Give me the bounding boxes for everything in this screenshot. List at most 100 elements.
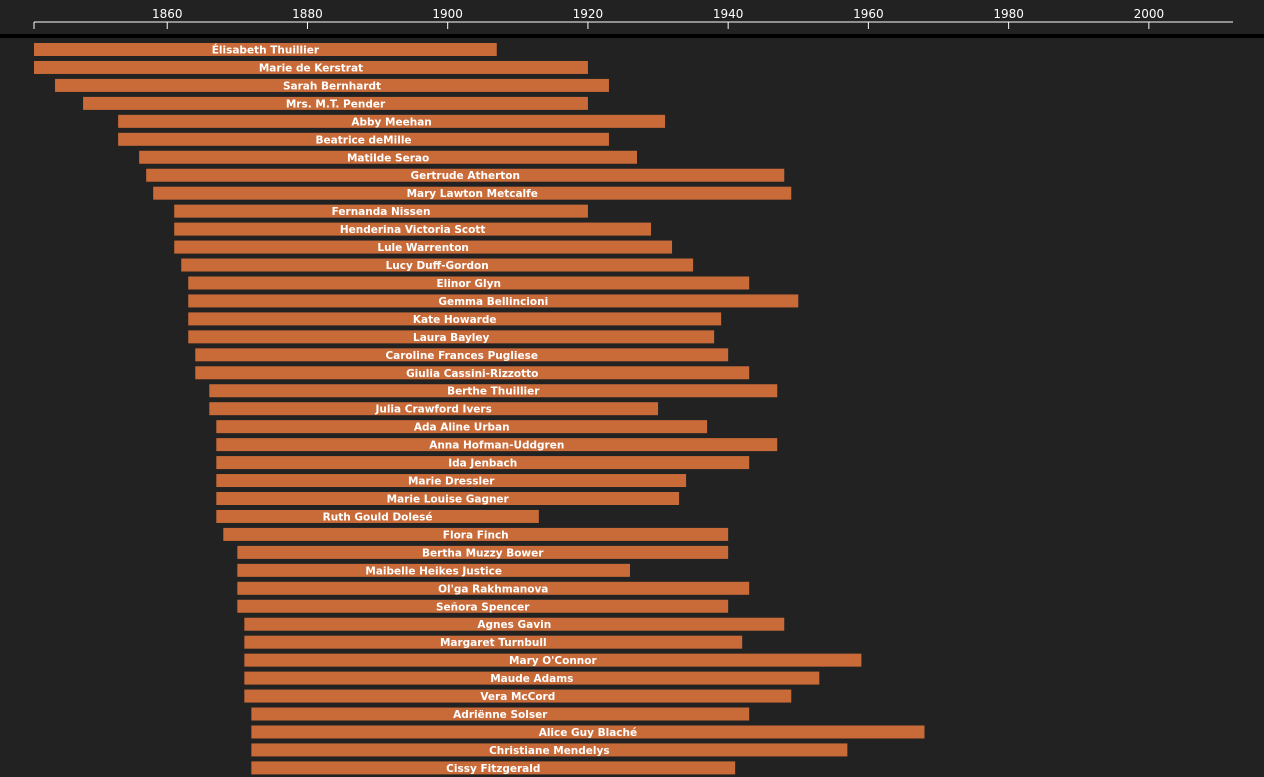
timeline-bar — [216, 420, 708, 434]
timeline-bar — [146, 168, 785, 182]
bar-label: Mary Lawton Metcalfe — [407, 188, 538, 200]
timeline-bar — [188, 294, 799, 308]
timeline-row: Ruth Gould Dolesé — [216, 509, 539, 523]
timeline-bar — [118, 132, 609, 146]
bar-label: Marie Dressler — [408, 476, 495, 488]
timeline-bar — [188, 312, 722, 326]
timeline-row: Marie Dressler — [216, 474, 687, 488]
timeline-bar — [237, 581, 750, 595]
timeline-row: Fernanda Nissen — [174, 204, 588, 218]
timeline-row: Ol'ga Rakhmanova — [237, 581, 750, 595]
bar-label: Ada Aline Urban — [414, 422, 510, 434]
bar-label: Alice Guy Blaché — [539, 727, 637, 739]
timeline-bar — [118, 114, 666, 128]
x-tick-label: 1940 — [713, 7, 744, 21]
bar-label: Ruth Gould Dolesé — [323, 511, 433, 523]
timeline-row: Christiane Mendelys — [251, 743, 848, 757]
timeline-bar — [55, 78, 609, 92]
timeline-bar — [181, 258, 694, 272]
timeline-bar — [237, 563, 630, 577]
bar-label: Elinor Glyn — [437, 278, 501, 290]
timeline-row: Ada Aline Urban — [216, 420, 708, 434]
x-tick-label: 2000 — [1134, 7, 1165, 21]
bar-label: Margaret Turnbull — [440, 637, 547, 649]
timeline-bar — [209, 402, 659, 416]
timeline-bar — [216, 509, 539, 523]
timeline-row: Cissy Fitzgerald — [251, 761, 736, 775]
bar-label: Marie Louise Gagner — [387, 494, 510, 506]
timeline-row: Maibelle Heikes Justice — [237, 563, 630, 577]
timeline-bar — [216, 474, 687, 488]
timeline-bar — [237, 599, 729, 613]
timeline-row: Caroline Frances Pugliese — [195, 348, 729, 362]
bar-label: Lule Warrenton — [377, 242, 469, 254]
timeline-bar — [174, 222, 652, 236]
timeline-bar — [83, 96, 588, 110]
x-tick-label: 1900 — [432, 7, 463, 21]
timeline-row: Beatrice deMille — [118, 132, 609, 146]
x-tick-label: 1980 — [993, 7, 1024, 21]
bar-label: Cissy Fitzgerald — [446, 763, 540, 775]
timeline-row: Abby Meehan — [118, 114, 666, 128]
bar-label: Fernanda Nissen — [332, 206, 431, 218]
bar-label: Maude Adams — [490, 673, 573, 685]
timeline-bar — [237, 545, 729, 559]
bar-label: Matilde Serao — [347, 152, 429, 164]
timeline-row: Señora Spencer — [237, 599, 729, 613]
timeline-row: Julia Crawford Ivers — [209, 402, 659, 416]
timeline-row: Gertrude Atherton — [146, 168, 785, 182]
timeline-row: Maude Adams — [244, 671, 820, 685]
x-tick-label: 1920 — [573, 7, 604, 21]
bar-label: Flora Finch — [443, 529, 509, 541]
timeline-row: Vera McCord — [244, 689, 792, 703]
timeline-bar — [216, 456, 750, 470]
timeline-bar — [174, 204, 588, 218]
timeline-bar — [216, 492, 680, 505]
timeline-bar — [195, 366, 750, 380]
timeline-row: Lule Warrenton — [174, 240, 673, 254]
timeline-bar — [216, 438, 778, 452]
bar-label: Berthe Thuillier — [447, 386, 540, 398]
bar-label: Bertha Muzzy Bower — [422, 547, 544, 559]
timeline-row: Marie Louise Gagner — [216, 492, 680, 506]
bar-label: Señora Spencer — [436, 601, 530, 613]
timeline-row: Adriënne Solser — [251, 707, 750, 721]
timeline-row: Mary O'Connor — [244, 653, 862, 667]
timeline-bar — [195, 348, 729, 362]
timeline-row: Mrs. M.T. Pender — [83, 96, 588, 110]
bar-label: Christiane Mendelys — [489, 745, 610, 757]
timeline-bar — [251, 761, 736, 775]
timeline-bar — [251, 743, 848, 757]
bar-label: Agnes Gavin — [477, 619, 551, 631]
timeline-row: Agnes Gavin — [244, 617, 785, 631]
bar-label: Kate Howarde — [413, 314, 497, 326]
timeline-row: Lucy Duff-Gordon — [181, 258, 694, 272]
timeline-bar — [34, 43, 497, 56]
bar-label: Beatrice deMille — [316, 134, 412, 146]
timeline-row: Kate Howarde — [188, 312, 722, 326]
timeline-bar — [244, 635, 743, 649]
x-tick-label: 1960 — [853, 7, 884, 21]
bar-label: Giulia Cassini-Rizzotto — [406, 368, 538, 380]
bar-label: Mary O'Connor — [509, 655, 597, 667]
timeline-row: Giulia Cassini-Rizzotto — [195, 366, 750, 380]
bar-label: Abby Meehan — [351, 116, 431, 128]
timeline-row: Bertha Muzzy Bower — [237, 545, 729, 559]
timeline-row: Anna Hofman-Uddgren — [216, 438, 778, 452]
bar-label: Julia Crawford Ivers — [374, 404, 491, 416]
bar-label: Sarah Bernhardt — [283, 80, 381, 92]
timeline-bar — [174, 240, 673, 254]
timeline-row: Matilde Serao — [139, 150, 638, 164]
timeline-row: Laura Bayley — [188, 330, 715, 344]
timeline-row: Marie de Kerstrat — [34, 60, 588, 74]
bar-label: Gemma Bellincioni — [438, 296, 548, 308]
bars-group: Élisabeth Thuillier Marie de Kerstrat Sara… — [34, 43, 925, 775]
timeline-row: Gemma Bellincioni — [188, 294, 799, 308]
timeline-bar — [139, 150, 638, 164]
timeline-bar — [188, 330, 715, 344]
timeline-bar — [244, 689, 792, 703]
timeline-row: Berthe Thuillier — [209, 384, 778, 398]
bar-label: Mrs. M.T. Pender — [286, 98, 386, 110]
timeline-row: Elinor Glyn — [188, 276, 750, 290]
